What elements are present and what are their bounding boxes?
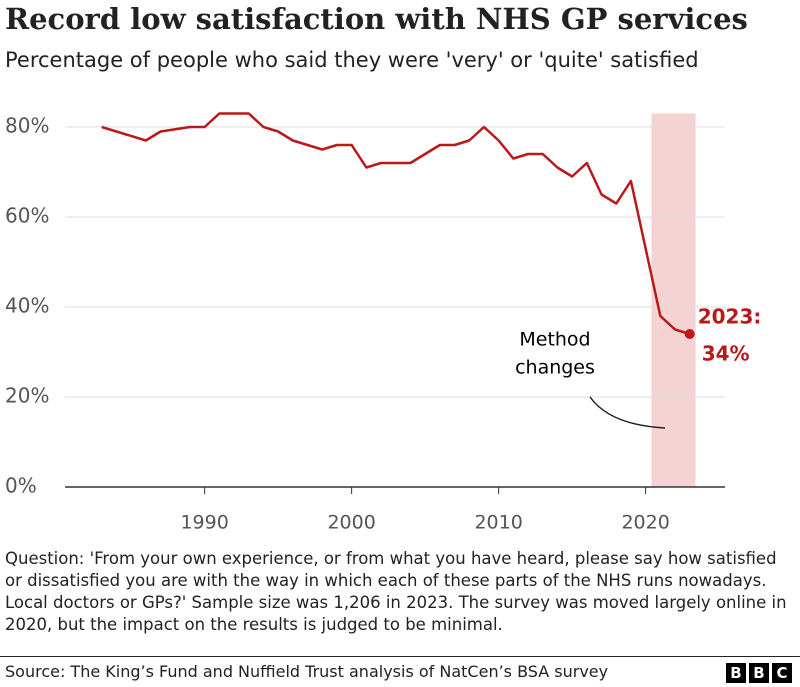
logo-letter: C [772,663,792,683]
y-tick-label: 80% [5,114,49,138]
brand-logo: B B C [726,663,792,683]
x-tick-label: 2000 [327,512,375,534]
logo-letter: B [726,663,746,683]
y-tick-label: 60% [5,204,49,228]
footer: Source: The King’s Fund and Nuffield Tru… [0,656,800,683]
x-tick-label: 2010 [474,512,522,534]
chart: 0% 20% 40% 60% 80% 1990 2000 2010 2020 Method chan… [5,112,762,534]
source: Source: The King’s Fund and Nuffield Tru… [5,662,609,681]
end-label: 34% [702,342,750,366]
end-point [684,329,695,339]
annotation: Method [519,329,590,351]
chart-subtitle: Percentage of people who said they were … [5,48,699,72]
end-label: 2023: [698,305,762,329]
logo-letter: B [749,663,769,683]
y-tick-label: 40% [5,294,49,318]
annotation: changes [515,357,595,379]
note: Question: 'From your own experience, or … [5,549,787,634]
line [101,112,691,336]
x-tick-label: 2020 [621,512,669,534]
y-tick-label: 0% [5,474,37,498]
chart-title: Record low satisfaction with NHS GP serv… [5,2,748,36]
annotation-arrow [589,396,666,429]
x-tick-label: 1990 [180,512,228,534]
y-tick-label: 20% [5,384,49,408]
shaded-region [651,113,696,487]
